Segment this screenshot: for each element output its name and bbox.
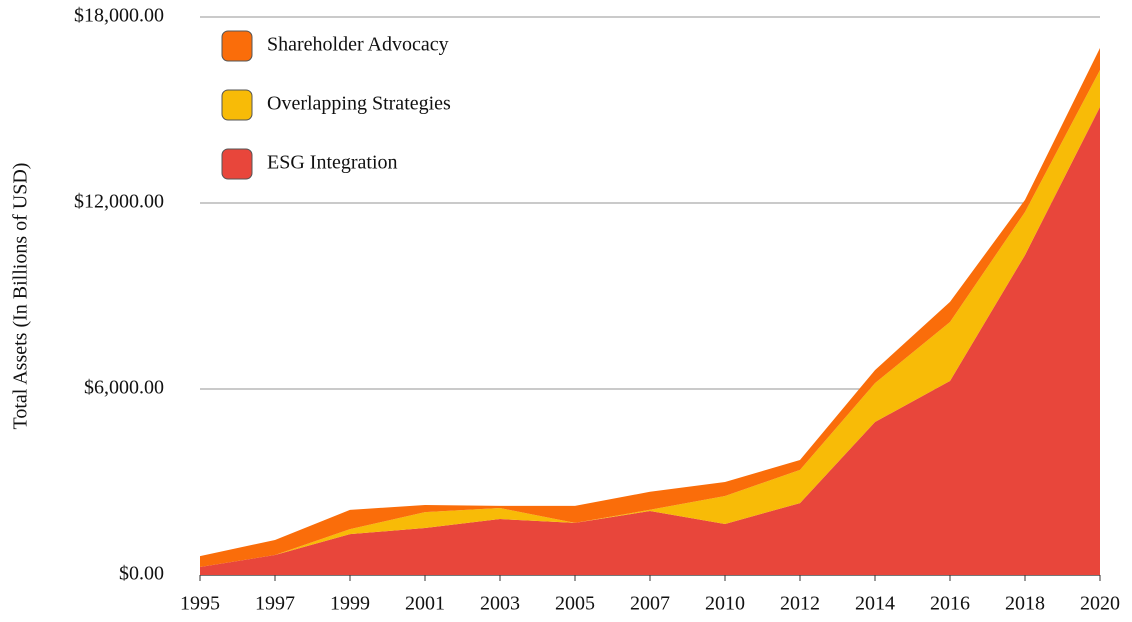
x-tick-label: 2005 <box>555 593 595 615</box>
x-tick-label: 2001 <box>405 593 445 615</box>
legend-swatch <box>221 148 253 180</box>
x-tick-label: 2020 <box>1080 593 1120 615</box>
x-tick-label: 2012 <box>780 593 820 615</box>
y-tick-label: $12,000.00 <box>74 191 164 213</box>
x-tick-label: 2010 <box>705 593 745 615</box>
legend-label: Shareholder Advocacy <box>267 34 449 56</box>
x-tick-label: 1999 <box>330 593 370 615</box>
x-tick-label: 1997 <box>255 593 295 615</box>
x-tick-label: 1995 <box>180 593 220 615</box>
legend-swatch <box>221 89 253 121</box>
x-tick-label: 2007 <box>630 593 670 615</box>
y-tick-label: $18,000.00 <box>74 5 164 27</box>
legend-label: ESG Integration <box>267 152 398 174</box>
y-tick-label: $0.00 <box>119 563 164 585</box>
x-tick-label: 2016 <box>930 593 970 615</box>
x-tick-label: 2018 <box>1005 593 1045 615</box>
legend-label: Overlapping Strategies <box>267 93 451 115</box>
x-tick-label: 2003 <box>480 593 520 615</box>
y-tick-label: $6,000.00 <box>84 377 164 399</box>
y-axis-label: Total Assets (In Billions of USD) <box>10 163 32 430</box>
x-tick-label: 2014 <box>855 593 895 615</box>
legend-swatch <box>221 30 253 62</box>
area <box>200 106 1100 576</box>
